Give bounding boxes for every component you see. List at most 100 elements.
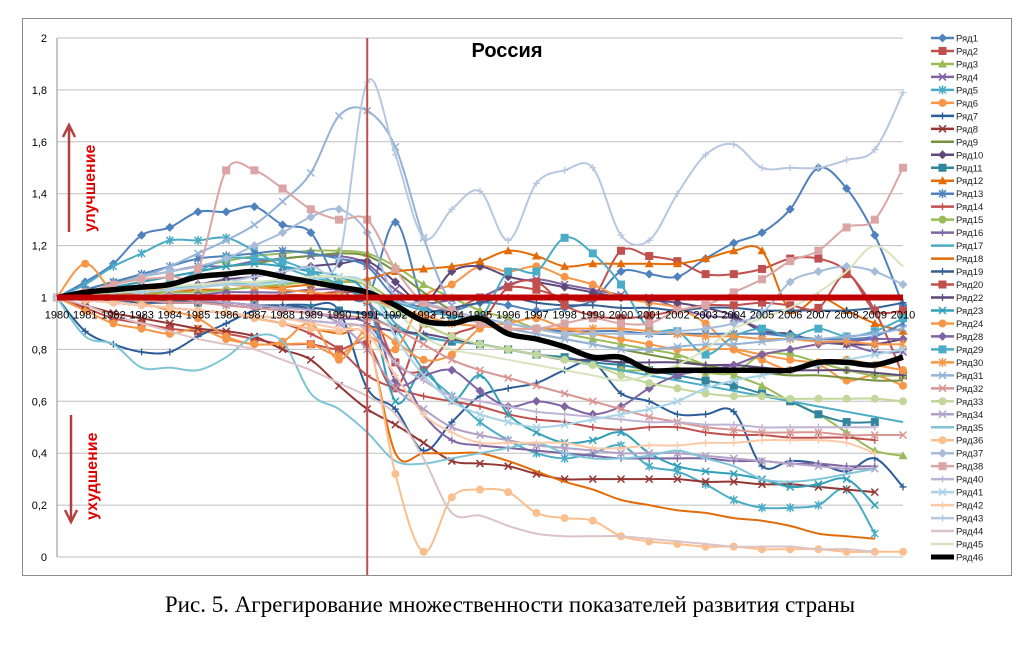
data-point bbox=[842, 418, 851, 427]
data-point bbox=[786, 394, 795, 403]
data-point bbox=[672, 259, 682, 268]
data-point bbox=[419, 264, 429, 273]
legend-item: Ряд15 bbox=[931, 215, 983, 226]
data-point bbox=[673, 418, 681, 426]
data-point bbox=[842, 485, 851, 494]
legend-marker bbox=[939, 112, 946, 120]
data-point bbox=[814, 428, 823, 437]
data-point bbox=[109, 280, 118, 289]
legend-label: Ряд8 bbox=[956, 124, 978, 135]
data-point bbox=[532, 415, 540, 423]
series-line bbox=[56, 296, 875, 553]
data-point bbox=[899, 483, 907, 491]
data-point bbox=[249, 202, 259, 212]
data-point bbox=[278, 246, 287, 256]
data-point bbox=[758, 423, 766, 431]
data-point bbox=[588, 340, 597, 349]
data-point bbox=[673, 462, 682, 471]
data-point bbox=[729, 495, 738, 505]
chart-title: Россия bbox=[471, 40, 542, 62]
data-point bbox=[447, 261, 457, 270]
y-tick-label: 0,6 bbox=[32, 396, 47, 408]
legend-item: Ряд14 bbox=[931, 202, 983, 213]
legend-marker bbox=[938, 163, 947, 172]
data-point bbox=[588, 415, 597, 424]
x-tick-label: 2005 bbox=[750, 310, 774, 322]
data-point bbox=[504, 418, 513, 427]
data-point bbox=[475, 256, 485, 265]
data-point bbox=[222, 332, 231, 341]
data-point bbox=[616, 449, 626, 458]
data-point bbox=[419, 438, 428, 447]
data-point bbox=[729, 331, 738, 341]
data-point bbox=[560, 420, 569, 429]
data-point bbox=[617, 358, 625, 366]
data-point bbox=[503, 313, 513, 322]
data-point bbox=[701, 331, 710, 341]
data-point bbox=[899, 397, 907, 406]
legend-label: Ряд2 bbox=[956, 46, 978, 57]
data-point bbox=[137, 248, 146, 258]
data-point bbox=[757, 456, 767, 466]
data-point bbox=[306, 248, 315, 258]
legend-label: Ряд28 bbox=[956, 332, 983, 343]
legend-item: Ряд8 bbox=[931, 124, 978, 135]
data-point bbox=[391, 151, 399, 159]
data-point bbox=[814, 410, 823, 419]
data-point bbox=[222, 319, 230, 327]
legend-marker bbox=[938, 448, 947, 458]
legend-item: Ряд44 bbox=[931, 527, 983, 538]
legend-marker bbox=[938, 33, 947, 43]
data-point bbox=[729, 392, 738, 401]
data-point bbox=[645, 475, 654, 484]
data-point bbox=[645, 251, 654, 260]
data-point bbox=[588, 436, 597, 445]
series-Ряд35 bbox=[56, 296, 875, 483]
data-point bbox=[165, 222, 175, 232]
data-point bbox=[701, 311, 710, 320]
data-point bbox=[250, 340, 259, 349]
series-Ряд44 bbox=[56, 296, 875, 553]
legend-marker bbox=[938, 280, 947, 289]
legend-item: Ряд30 bbox=[931, 357, 983, 369]
data-point bbox=[279, 314, 287, 322]
legend-label: Ряд43 bbox=[956, 514, 983, 525]
legend-label: Ряд40 bbox=[956, 475, 983, 486]
data-point bbox=[391, 264, 400, 273]
data-point bbox=[701, 389, 710, 398]
data-point bbox=[165, 272, 174, 281]
x-tick-label: 1981 bbox=[73, 310, 97, 322]
legend-label: Ряд35 bbox=[956, 423, 983, 434]
data-point bbox=[390, 277, 400, 287]
legend-marker bbox=[938, 150, 947, 160]
data-point bbox=[616, 339, 626, 348]
y-tick-label: 1,8 bbox=[32, 85, 47, 97]
legend-marker bbox=[938, 46, 947, 55]
data-point bbox=[645, 236, 653, 244]
data-point bbox=[560, 334, 569, 344]
data-point bbox=[870, 431, 879, 440]
data-point bbox=[870, 547, 879, 556]
series-line bbox=[56, 296, 875, 494]
data-point bbox=[560, 233, 569, 242]
data-point bbox=[898, 280, 908, 290]
data-point bbox=[419, 340, 428, 349]
data-point bbox=[899, 366, 907, 375]
data-point bbox=[757, 308, 767, 318]
data-point bbox=[419, 355, 428, 364]
data-point bbox=[673, 342, 682, 351]
data-point bbox=[701, 376, 710, 385]
data-point bbox=[701, 301, 710, 310]
legend-label: Ряд38 bbox=[956, 462, 983, 473]
data-point bbox=[391, 345, 400, 354]
legend-marker bbox=[938, 176, 947, 185]
y-tick-label: 1 bbox=[41, 293, 47, 305]
data-point bbox=[672, 272, 682, 282]
legend-marker bbox=[938, 410, 947, 419]
data-point bbox=[504, 267, 513, 276]
data-point bbox=[729, 340, 738, 349]
data-point bbox=[645, 340, 654, 349]
data-point bbox=[278, 197, 287, 206]
legend-marker bbox=[939, 203, 946, 211]
data-point bbox=[194, 306, 202, 314]
